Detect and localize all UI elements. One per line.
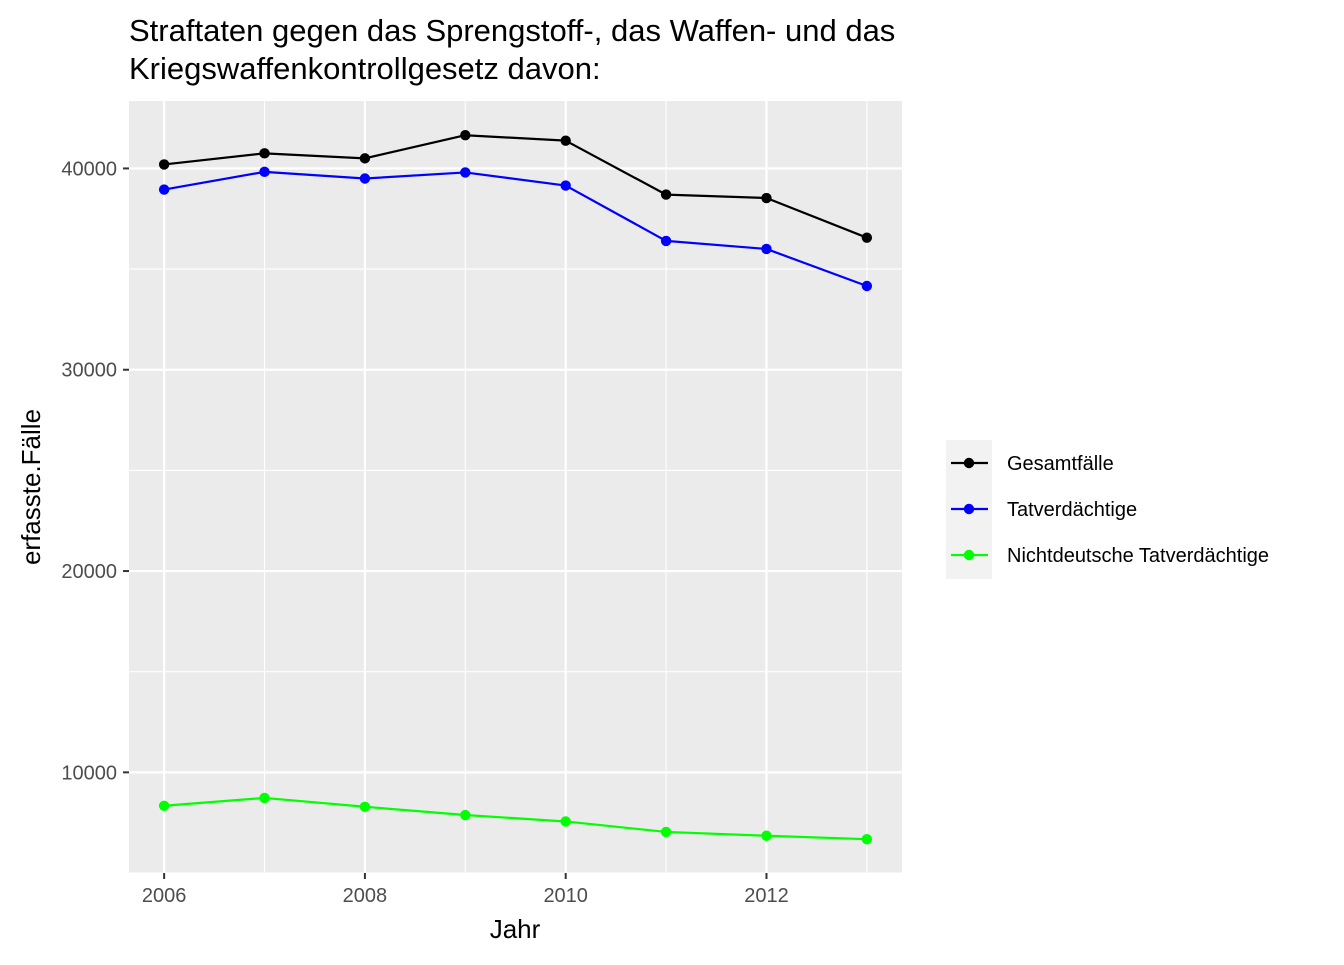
data-point	[761, 192, 772, 204]
axes: 2006 2008 2010 2012 10000 20000 30000 40000	[61, 158, 788, 907]
data-point	[460, 809, 471, 821]
legend-entry-label: Nichtdeutsche Tatverdächtige	[1007, 545, 1269, 567]
data-point	[259, 148, 270, 159]
legend-entry-label: Tatverdächtige	[1007, 499, 1137, 521]
data-point	[460, 130, 471, 141]
data-point	[359, 801, 371, 812]
data-point	[460, 167, 471, 178]
data-point	[158, 184, 170, 195]
grid-lines	[129, 101, 902, 874]
x-axis-label: Jahr	[490, 914, 541, 944]
data-point	[259, 166, 270, 178]
data-point	[259, 792, 270, 804]
data-point	[560, 180, 571, 191]
x-tick-label: 2010	[543, 885, 588, 907]
y-tick-label: 40000	[61, 158, 117, 180]
plot-panel	[129, 101, 902, 873]
data-point	[560, 135, 571, 146]
y-tick-label: 30000	[61, 360, 117, 382]
y-tick-label: 20000	[61, 561, 117, 583]
x-tick-label: 2012	[744, 885, 789, 907]
legend: Gesamtfälle Tatverdächtige Nichtdeutsche T…	[946, 440, 1269, 579]
legend-entry-label: Gesamtfälle	[1007, 453, 1114, 475]
data-point	[359, 153, 371, 164]
chart-title-line-1: Straftaten gegen das Sprengstoff-, das W…	[129, 13, 895, 48]
data-point	[861, 833, 873, 845]
data-point	[761, 243, 772, 255]
legend-key-point	[963, 549, 975, 561]
y-axis-label: erfasste.Fälle	[16, 409, 46, 565]
legend-key-point	[963, 503, 975, 515]
x-tick-label: 2006	[142, 885, 187, 907]
data-point	[560, 816, 571, 827]
data-point	[660, 826, 672, 838]
data-point	[359, 173, 371, 184]
x-tick-label: 2008	[343, 885, 388, 907]
series-layer	[158, 130, 873, 845]
legend-key-point	[963, 457, 975, 469]
data-point	[660, 189, 672, 200]
data-point	[158, 159, 170, 170]
series-line	[164, 134, 868, 239]
data-point	[861, 280, 873, 292]
chart-title-line-2: Kriegswaffenkontrollgesetz davon:	[129, 51, 601, 86]
data-point	[861, 232, 873, 243]
y-tick-label: 10000	[61, 762, 117, 784]
series-line	[164, 796, 867, 841]
data-point	[660, 235, 672, 247]
data-point	[761, 830, 772, 841]
series-line	[163, 170, 868, 288]
data-point	[158, 800, 170, 811]
